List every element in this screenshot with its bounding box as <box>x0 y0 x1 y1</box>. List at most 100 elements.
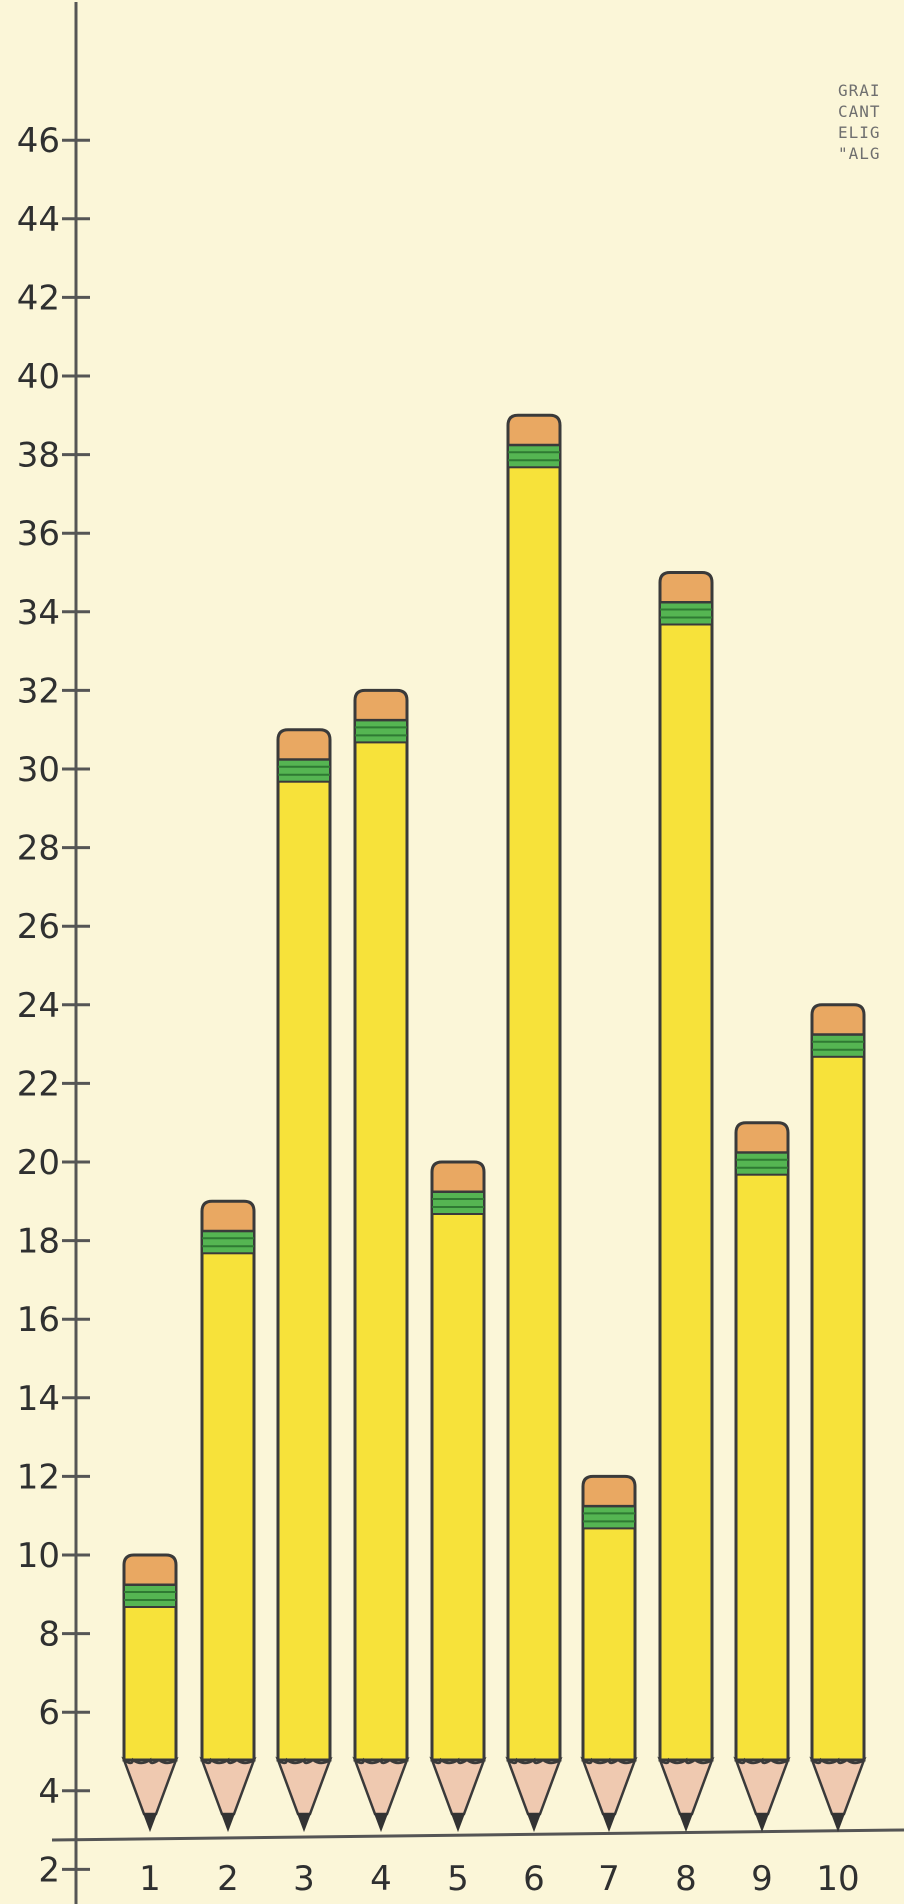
pencil-lead <box>830 1813 846 1833</box>
y-tick-label: 36 <box>17 514 60 554</box>
y-tick-label: 38 <box>17 436 60 476</box>
pencil-wood-tip <box>275 1756 333 1816</box>
pencil-ferrule <box>507 444 561 469</box>
pencil-ferrule <box>354 719 408 744</box>
y-tick-label: 22 <box>17 1064 60 1104</box>
pencil-lead <box>220 1813 236 1833</box>
pencil-bar-1 <box>121 1553 179 1833</box>
pencil-lead <box>526 1813 542 1833</box>
pencil-body <box>581 1502 637 1762</box>
y-tick-label: 4 <box>38 1772 60 1812</box>
y-tick-label: 30 <box>17 750 60 790</box>
side-note-line-2: CANT <box>838 102 881 121</box>
pencil-eraser <box>430 1160 486 1194</box>
pencil-wood-tip <box>505 1756 563 1816</box>
pencil-body <box>353 716 409 1762</box>
pencil-eraser <box>810 1003 866 1037</box>
pencil-wood-tip <box>352 1756 410 1816</box>
pencil-body <box>734 1149 790 1762</box>
pencil-bar-4 <box>352 688 410 1833</box>
x-tick-label-4: 4 <box>370 1859 392 1899</box>
pencil-lead <box>373 1813 389 1833</box>
y-tick-label: 26 <box>17 907 60 947</box>
y-tick-label: 20 <box>17 1143 60 1183</box>
pencil-body <box>430 1188 486 1762</box>
pencil-eraser <box>506 413 562 447</box>
x-tick-label-5: 5 <box>447 1859 469 1899</box>
x-tick-label-6: 6 <box>523 1859 545 1899</box>
pencil-eraser <box>122 1553 178 1587</box>
y-tick-label: 46 <box>17 121 60 161</box>
pencil-wood-tip <box>809 1756 867 1816</box>
pencil-eraser <box>353 688 409 722</box>
pencil-bar-8 <box>657 571 715 1833</box>
y-tick-label: 40 <box>17 357 60 397</box>
y-tick-label: 12 <box>17 1457 60 1497</box>
pencil-body <box>122 1581 178 1762</box>
pencil-bar-10 <box>809 1003 867 1833</box>
y-tick-label: 18 <box>17 1222 60 1262</box>
pencil-bar-3 <box>275 728 333 1833</box>
pencil-lead <box>754 1813 770 1833</box>
y-tick-label: 16 <box>17 1300 60 1340</box>
pencil-body <box>506 441 562 1762</box>
pencil-body <box>658 599 714 1762</box>
pencil-bars <box>121 413 867 1833</box>
pencil-wood-tip <box>733 1756 791 1816</box>
x-tick-label-8: 8 <box>675 1859 697 1899</box>
pencil-body <box>200 1227 256 1762</box>
pencil-body <box>810 1031 866 1762</box>
pencil-lead <box>678 1813 694 1833</box>
pencil-eraser <box>734 1121 790 1155</box>
x-tick-label-7: 7 <box>598 1859 620 1899</box>
pencil-bar-5 <box>429 1160 487 1833</box>
y-tick-label: 8 <box>38 1615 60 1655</box>
y-tick-label: 42 <box>17 278 60 318</box>
y-tick-label: 24 <box>17 986 60 1026</box>
pencil-wood-tip <box>121 1756 179 1816</box>
pencil-ferrule <box>201 1230 255 1255</box>
y-tick-label: 28 <box>17 829 60 869</box>
side-note-line-1: GRAI <box>838 81 881 100</box>
side-note-line-3: ELIG <box>838 123 881 142</box>
pencil-ferrule <box>431 1191 485 1215</box>
pencil-lead <box>601 1813 617 1833</box>
y-tick-label: 14 <box>17 1379 60 1419</box>
y-tick-label: 44 <box>17 200 60 240</box>
x-tick-label-2: 2 <box>217 1859 239 1899</box>
pencil-wood-tip <box>429 1756 487 1816</box>
pencil-lead <box>450 1813 466 1833</box>
y-tick-label: 2 <box>38 1850 60 1890</box>
pencil-bar-2 <box>199 1199 257 1833</box>
pencil-ferrule <box>735 1151 789 1176</box>
x-tick-label-3: 3 <box>293 1859 315 1899</box>
pencil-ferrule <box>277 758 331 783</box>
pencil-lead <box>296 1813 312 1833</box>
pencil-wood-tip <box>199 1756 257 1816</box>
x-tick-label-1: 1 <box>139 1859 161 1899</box>
y-tick-label: 32 <box>17 671 60 711</box>
pencil-lead <box>142 1813 158 1833</box>
pencil-body <box>276 756 332 1762</box>
y-tick-label: 10 <box>17 1536 60 1576</box>
x-tick-labels: 1 2 3 4 5 6 7 8 9 10 <box>139 1859 859 1899</box>
y-ticks: 2468101214161820222426283032343638404244… <box>17 121 90 1890</box>
side-note: GRAI CANT ELIG "ALG <box>838 80 904 164</box>
pencil-ferrule <box>811 1033 865 1058</box>
pencil-ferrule <box>659 601 713 626</box>
x-tick-label-10: 10 <box>816 1859 859 1899</box>
pencil-ferrule <box>123 1584 177 1608</box>
side-note-line-4: "ALG <box>838 144 881 163</box>
x-axis-line <box>51 1828 904 1842</box>
pencil-eraser <box>200 1199 256 1233</box>
pencil-bar-6 <box>505 413 563 1833</box>
pencil-bar-9 <box>733 1121 791 1833</box>
pencil-wood-tip <box>657 1756 715 1816</box>
y-tick-label: 6 <box>38 1693 60 1733</box>
pencil-wood-tip <box>580 1756 638 1816</box>
pencil-eraser <box>581 1474 637 1508</box>
pencil-eraser <box>276 728 332 762</box>
pencil-eraser <box>658 571 714 604</box>
pencil-bar-7 <box>580 1474 638 1833</box>
